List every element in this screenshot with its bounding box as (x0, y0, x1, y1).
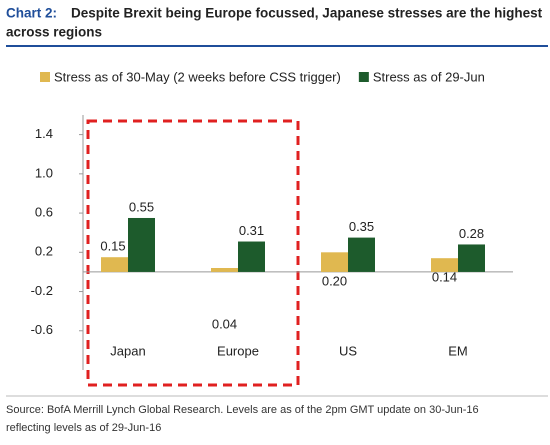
value-label: 0.31 (239, 223, 264, 238)
bar (238, 241, 265, 272)
y-tick-label: 0.2 (35, 244, 53, 259)
bar (321, 252, 348, 272)
bar (348, 237, 375, 272)
bar (211, 268, 238, 272)
x-tick-label: US (339, 343, 357, 358)
legend-label: Stress as of 30-May (2 weeks before CSS … (54, 69, 341, 84)
y-tick-label: 0.6 (35, 205, 53, 220)
value-label: 0.55 (129, 199, 154, 214)
value-label: 0.35 (349, 219, 374, 234)
y-tick-label: -0.6 (31, 322, 53, 337)
legend-label: Stress as of 29-Jun (373, 69, 485, 84)
bar (101, 257, 128, 272)
bar (128, 217, 155, 272)
legend-swatch (40, 72, 50, 82)
chart-title: Despite Brexit being Europe focussed, Ja… (71, 6, 543, 21)
legend-swatch (358, 72, 369, 82)
chart-label: Chart 2: (6, 6, 57, 21)
value-label: 0.15 (100, 239, 125, 254)
value-label: 0.04 (212, 316, 237, 331)
x-tick-label: Europe (217, 343, 259, 358)
value-label: 0.28 (459, 226, 484, 241)
highlight-box (86, 119, 300, 387)
source: Source: BofA Merrill Lynch Global Resear… (6, 404, 479, 416)
y-tick-label: -0.2 (31, 283, 53, 298)
chart-title: across regions (6, 25, 102, 40)
bar (431, 258, 458, 272)
value-label: 0.20 (322, 273, 347, 288)
y-tick-label: 1.4 (35, 126, 53, 141)
value-label: 0.14 (432, 269, 457, 284)
bar (458, 244, 485, 272)
source: reflecting levels as of 29-Jun-16 (6, 422, 161, 434)
y-tick-label: 1.0 (35, 165, 53, 180)
x-tick-label: Japan (110, 343, 145, 358)
x-tick-label: EM (448, 343, 468, 358)
